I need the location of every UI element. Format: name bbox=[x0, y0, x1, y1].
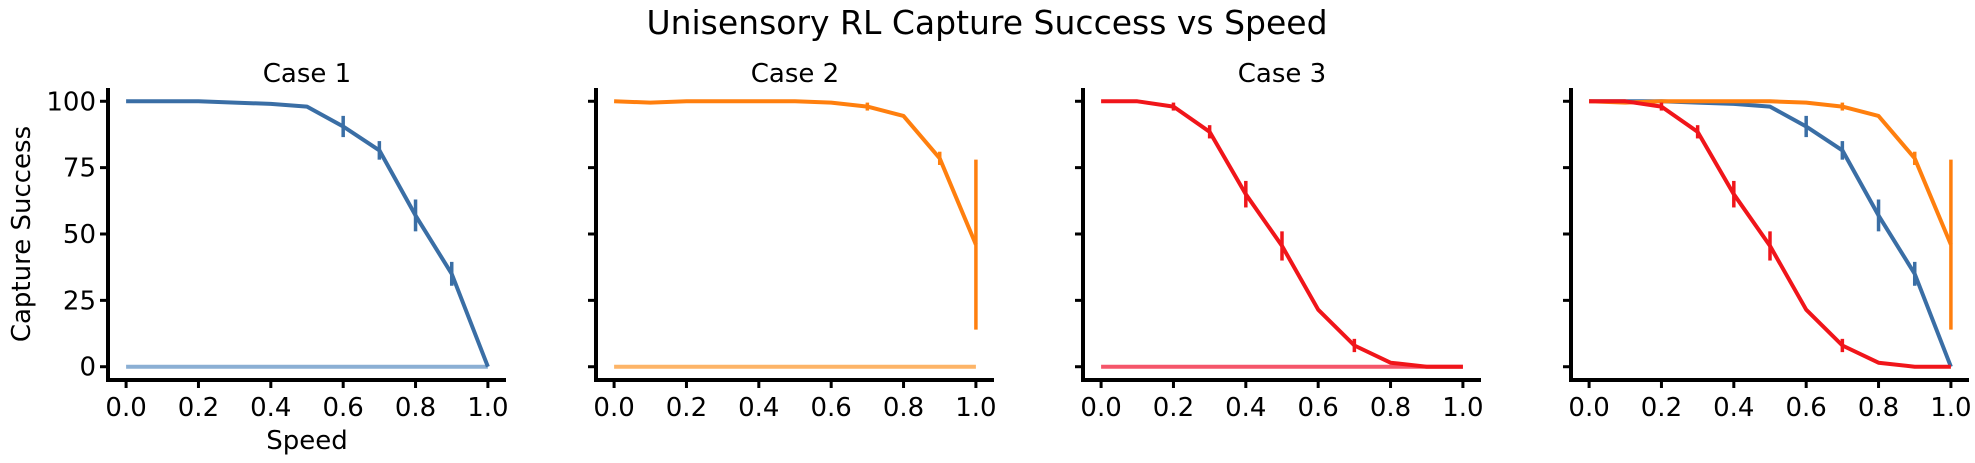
y-tick-label: 75 bbox=[63, 154, 96, 184]
x-tick-label: 0.8 bbox=[395, 393, 436, 423]
x-tick-label: 1.0 bbox=[1930, 393, 1971, 423]
y-tick-label: 50 bbox=[63, 220, 96, 250]
x-tick-label: 0.8 bbox=[1370, 393, 1411, 423]
x-tick-label: 1.0 bbox=[1442, 393, 1483, 423]
x-tick-label: 1.0 bbox=[467, 393, 508, 423]
x-tick-label: 0.8 bbox=[883, 393, 924, 423]
series-2 bbox=[1101, 99, 1463, 369]
series-3 bbox=[1589, 99, 1951, 369]
series-2 bbox=[614, 99, 978, 330]
x-tick-label: 0.6 bbox=[811, 393, 852, 423]
x-tick-label: 0.0 bbox=[593, 393, 634, 423]
x-tick-label: 0.2 bbox=[1641, 393, 1682, 423]
x-tick-label: 0.0 bbox=[1568, 393, 1609, 423]
y-tick-label: 100 bbox=[46, 87, 96, 117]
series-line bbox=[614, 99, 978, 246]
x-tick-label: 0.6 bbox=[323, 393, 364, 423]
x-tick-label: 0.0 bbox=[1080, 393, 1121, 423]
x-tick-label: 0.6 bbox=[1786, 393, 1827, 423]
x-axis-label: Speed bbox=[266, 426, 348, 456]
subplot-title: Case 3 bbox=[1238, 59, 1326, 89]
figure-title: Unisensory RL Capture Success vs Speed bbox=[646, 3, 1327, 42]
x-tick-label: 0.8 bbox=[1858, 393, 1899, 423]
x-tick-label: 0.2 bbox=[1153, 393, 1194, 423]
subplot-3: Case 3 0.0 0.2 0.4 0.6 0.8 1.0 bbox=[1075, 59, 1484, 423]
y-tick-label: 0 bbox=[79, 353, 96, 383]
y-tick-label: 25 bbox=[63, 286, 96, 316]
x-tick-label: 0.4 bbox=[1713, 393, 1754, 423]
x-tick-label: 1.0 bbox=[955, 393, 996, 423]
subplot-title: Case 1 bbox=[263, 59, 351, 89]
series-2 bbox=[126, 99, 490, 368]
subplot-4: 0.0 0.2 0.4 0.6 0.8 1.0 bbox=[1563, 88, 1972, 423]
x-tick-label: 0.4 bbox=[738, 393, 779, 423]
y-axis-label: Capture Success bbox=[7, 126, 37, 342]
subplot-1: Case 1 0.0 0.2 0.4 0.6 0.8 1.0 0 25 50 75 100 Speed C… bbox=[7, 59, 509, 456]
subplot-2: Case 2 0.0 0.2 0.4 0.6 0.8 1.0 bbox=[588, 59, 997, 423]
series-line bbox=[1589, 99, 1953, 246]
x-tick-label: 0.2 bbox=[666, 393, 707, 423]
x-tick-label: 0.0 bbox=[105, 393, 146, 423]
subplot-title: Case 2 bbox=[751, 59, 839, 89]
x-tick-label: 0.6 bbox=[1298, 393, 1339, 423]
series-2 bbox=[1589, 99, 1953, 330]
x-tick-label: 0.2 bbox=[178, 393, 219, 423]
series-line bbox=[126, 99, 490, 368]
x-tick-label: 0.4 bbox=[250, 393, 291, 423]
x-tick-label: 0.4 bbox=[1225, 393, 1266, 423]
